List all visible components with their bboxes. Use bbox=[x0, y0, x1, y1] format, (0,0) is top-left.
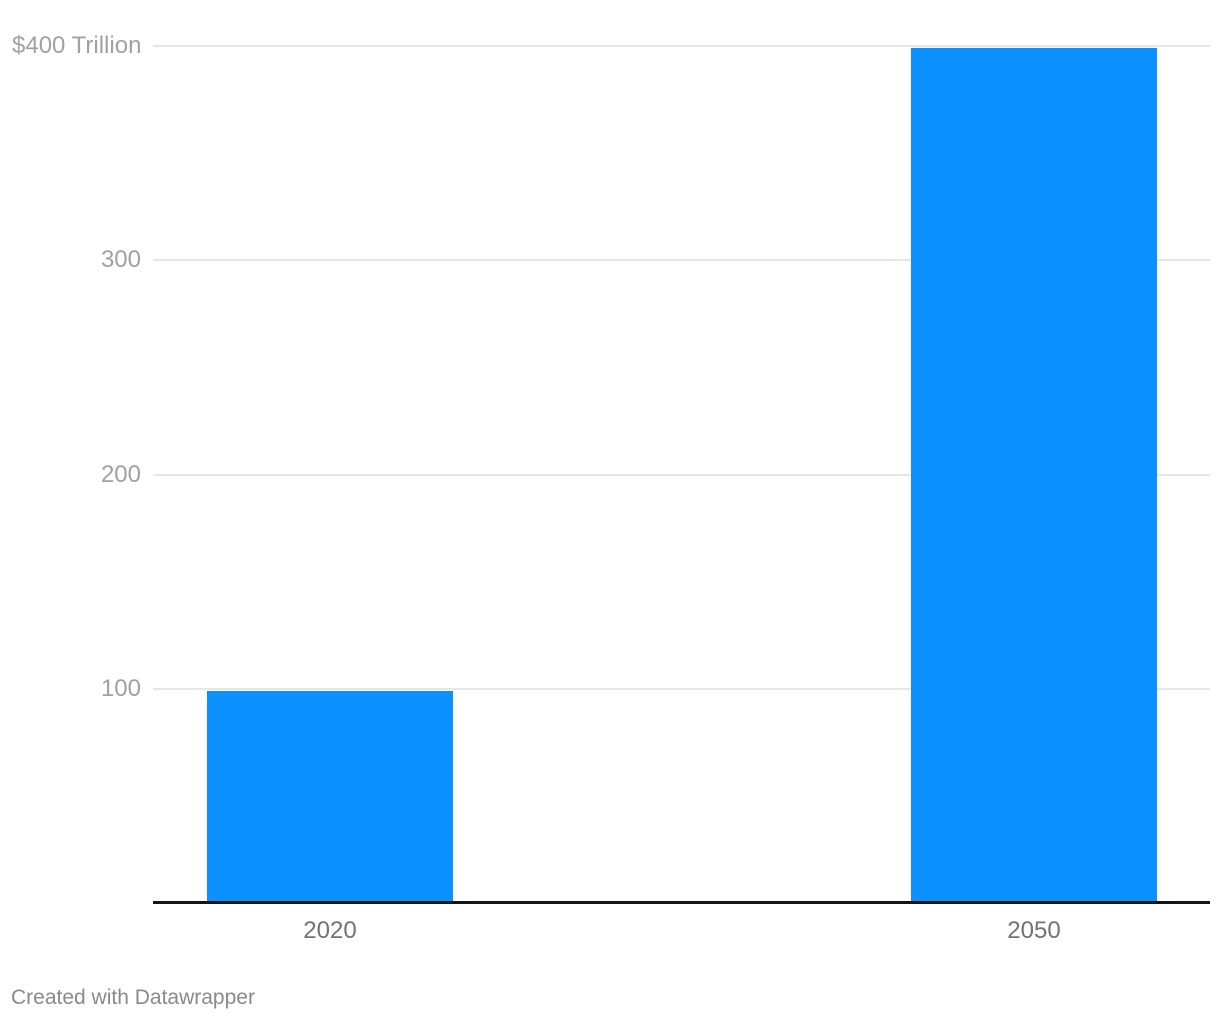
bar-2050 bbox=[911, 48, 1157, 903]
y-tick-label-400: $400 Trillion bbox=[12, 32, 142, 59]
gridline-300 bbox=[153, 259, 1210, 261]
gridline-100 bbox=[153, 688, 1210, 690]
y-tick-label-300: 300 bbox=[100, 246, 141, 273]
gridline-200 bbox=[153, 474, 1210, 476]
x-tick-label-2050: 2050 bbox=[1007, 917, 1061, 944]
bar-2020 bbox=[207, 691, 453, 903]
datawrapper-credit: Created with Datawrapper bbox=[11, 986, 255, 1009]
gridline-400 bbox=[153, 45, 1210, 47]
y-tick-label-200: 200 bbox=[100, 461, 141, 488]
x-tick-label-2020: 2020 bbox=[303, 917, 357, 944]
x-axis-baseline bbox=[153, 901, 1210, 904]
y-tick-label-100: 100 bbox=[100, 675, 141, 702]
